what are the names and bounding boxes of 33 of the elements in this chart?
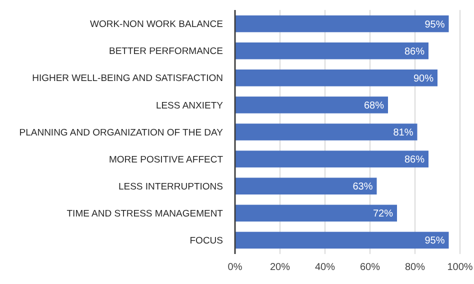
- y-tick-label: TIME AND STRESS MANAGEMENT: [66, 208, 224, 220]
- y-tick-label: FOCUS: [190, 236, 223, 247]
- data-label: 63%: [352, 182, 373, 193]
- x-tick-label: 100%: [447, 262, 473, 273]
- bar: [235, 150, 428, 168]
- x-tick-label: 0%: [228, 262, 242, 273]
- y-tick-label: BETTER PERFORMANCE: [108, 46, 223, 58]
- data-label: 86%: [404, 154, 425, 166]
- y-tick-label: WORK-NON WORK BALANCE: [90, 19, 223, 30]
- data-label: 72%: [372, 208, 394, 220]
- bar: [235, 124, 418, 140]
- data-label: 68%: [364, 100, 384, 112]
- y-tick-label: LESS INTERRUPTIONS: [118, 181, 223, 192]
- bar: [235, 15, 449, 32]
- x-tick-label: 20%: [270, 262, 290, 273]
- bar: [235, 204, 397, 222]
- x-tick-label: 40%: [314, 262, 336, 273]
- bar: [235, 96, 388, 114]
- x-tick-label: 80%: [404, 262, 426, 273]
- x-tick-label: 60%: [360, 262, 380, 273]
- data-label: 81%: [393, 128, 414, 138]
- bar: [235, 70, 438, 86]
- data-label: 95%: [424, 236, 445, 247]
- data-label: 95%: [424, 19, 445, 30]
- bar: [235, 232, 449, 249]
- y-tick-label: PLANNING AND ORGANIZATION OF THE DAY: [19, 127, 224, 138]
- data-label: 86%: [404, 46, 425, 58]
- y-tick-label: MORE POSITIVE AFFECT: [108, 154, 224, 166]
- y-tick-label: LESS ANXIETY: [156, 100, 224, 112]
- y-tick-label: HIGHER WELL-BEING AND SATISFACTION: [32, 73, 224, 84]
- bar: [235, 42, 428, 60]
- bar: [235, 178, 377, 194]
- data-label: 90%: [413, 73, 434, 84]
